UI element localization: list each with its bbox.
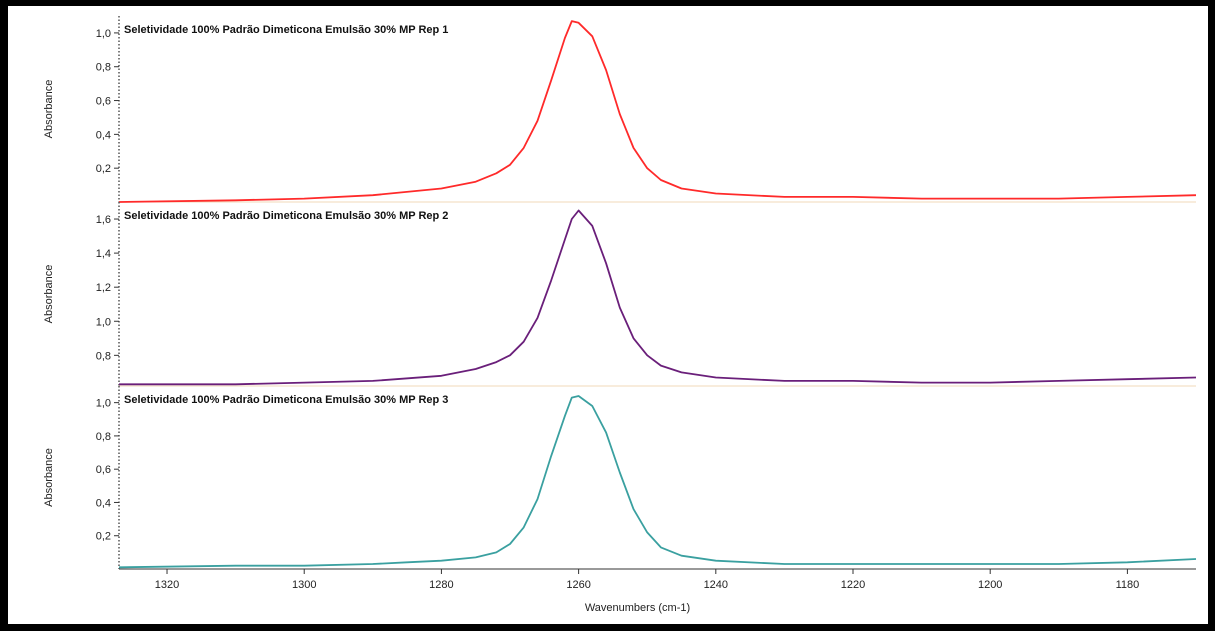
y-tick-label: 0,6 [96,96,111,108]
x-tick-label: 1180 [1116,579,1140,591]
y-tick-label: 0,2 [96,531,111,543]
y-axis-label: Absorbance [43,265,55,324]
spectra-chart: 1,0 0,8 0,6 0,4 0,2 Absorbance Seletividade 10… [43,16,1197,614]
x-tick-label: 1320 [155,579,179,591]
x-tick-label: 1240 [704,579,728,591]
x-axis-label: Wavenumbers (cm-1) [585,602,690,614]
y-tick-label: 0,6 [96,464,111,476]
panel-title: Seletividade 100% Padrão Dimeticona Emul… [124,24,448,36]
y-axis-label: Absorbance [43,80,55,139]
x-tick-label: 1300 [292,579,316,591]
y-tick-label: 0,8 [96,62,111,74]
y-tick-label: 1,4 [96,248,111,260]
x-tick-label: 1280 [429,579,453,591]
spectrum-line [119,209,1197,386]
y-tick-label: 0,8 [96,431,111,443]
panel-title: Seletividade 100% Padrão Dimeticona Emul… [124,394,448,406]
spectrum-line [118,20,1197,203]
y-axis-label: Absorbance [43,448,55,507]
y-tick-label: 0,8 [96,350,111,362]
x-tick-label: 1220 [841,579,865,591]
x-tick-label: 1260 [566,579,590,591]
y-tick-label: 1,0 [96,398,111,410]
y-tick-label: 1,2 [96,282,111,294]
window-edge [1210,8,1212,623]
y-tick-label: 0,4 [96,129,111,141]
y-tick-label: 0,2 [96,163,111,175]
panel-title: Seletividade 100% Padrão Dimeticona Emul… [124,210,448,222]
y-tick-label: 1,6 [96,214,111,226]
x-tick-label: 1200 [978,579,1002,591]
y-tick-label: 1,0 [96,28,111,40]
y-tick-label: 1,0 [96,316,111,328]
spectra-panel: 1,0 0,8 0,6 0,4 0,2 Absorbance Seletividade 10… [8,6,1208,624]
spectrum-line [118,395,1197,569]
y-tick-label: 0,4 [96,497,111,509]
